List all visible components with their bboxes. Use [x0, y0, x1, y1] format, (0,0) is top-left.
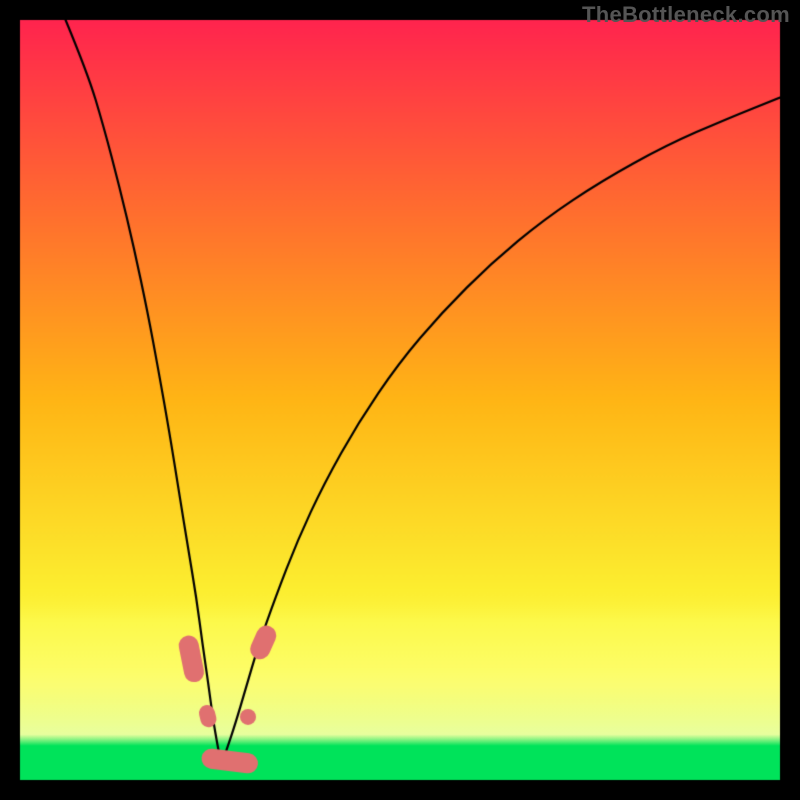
chart-canvas	[0, 0, 800, 800]
watermark-text: TheBottleneck.com	[582, 2, 790, 28]
chart-root: TheBottleneck.com	[0, 0, 800, 800]
